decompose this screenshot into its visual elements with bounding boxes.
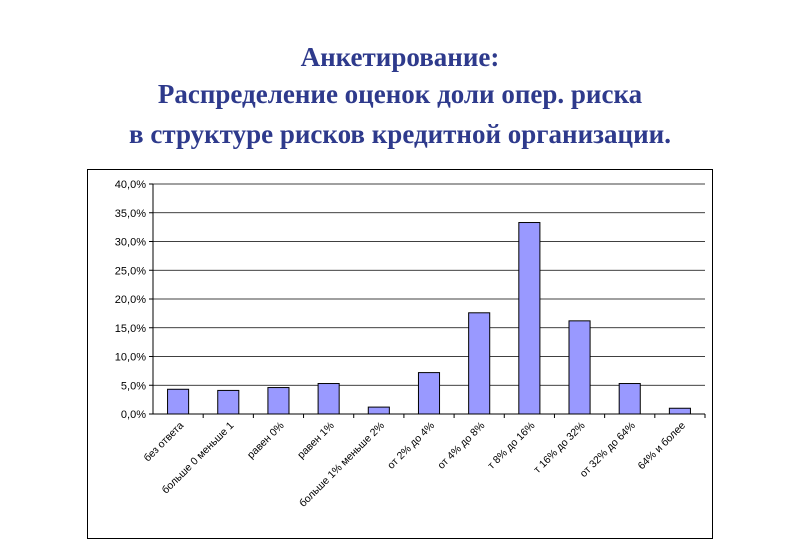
- bar: [468, 312, 491, 415]
- label-layer: 0,0% 5,0% 10,0% 15,0% 20,0% 25,0% 30,0% 35,0% 40…: [115, 179, 688, 510]
- bar: [668, 407, 691, 415]
- bar: [618, 383, 641, 415]
- bar: [367, 406, 390, 415]
- y-tick-label: 25,0%: [115, 265, 146, 277]
- x-category-label: равен 0%: [245, 420, 287, 462]
- x-category-label: равен 1%: [295, 420, 337, 462]
- y-tick-label: 30,0%: [115, 237, 146, 249]
- title-line-1: Анкетирование:: [300, 42, 500, 72]
- chart-frame: [87, 169, 713, 539]
- bar: [518, 222, 541, 415]
- y-tick-label: 5,0%: [121, 380, 146, 392]
- bar: [217, 389, 240, 415]
- bar: [167, 388, 190, 415]
- y-tick-label: 10,0%: [115, 352, 146, 364]
- x-category-label: больше 1% меньше 2%: [297, 420, 387, 510]
- bar: [267, 387, 290, 415]
- y-tick-label: 15,0%: [115, 323, 146, 335]
- bar-layer: [167, 222, 691, 415]
- bar: [317, 383, 340, 415]
- x-category-label: т 16% до 32%: [531, 420, 587, 476]
- bar: [417, 372, 441, 415]
- x-category-label: от 2% до 4%: [385, 420, 437, 472]
- y-tick-label: 0,0%: [121, 409, 146, 421]
- axis-layer: [149, 183, 706, 418]
- x-category-label: от 4% до 8%: [435, 420, 487, 472]
- y-tick-label: 35,0%: [115, 208, 146, 220]
- title-line-2: Распределение оценок доли опер. риска: [157, 79, 643, 109]
- slide-title: Анкетирование: Распределение оценок доли…: [0, 38, 800, 153]
- title-line-3: в структуре рисков кредитной организации…: [129, 119, 671, 149]
- bar-chart: 0,0% 5,0% 10,0% 15,0% 20,0% 25,0% 30,0% 35,0% 40…: [115, 179, 706, 510]
- x-category-label: 64% и более: [636, 420, 689, 473]
- bar: [568, 320, 591, 415]
- y-tick-label: 20,0%: [115, 294, 146, 306]
- x-category-label: без ответа: [142, 420, 187, 465]
- grid-layer: [153, 183, 705, 386]
- x-category-label: т 8% до 16%: [485, 420, 537, 472]
- y-tick-label: 40,0%: [115, 179, 146, 191]
